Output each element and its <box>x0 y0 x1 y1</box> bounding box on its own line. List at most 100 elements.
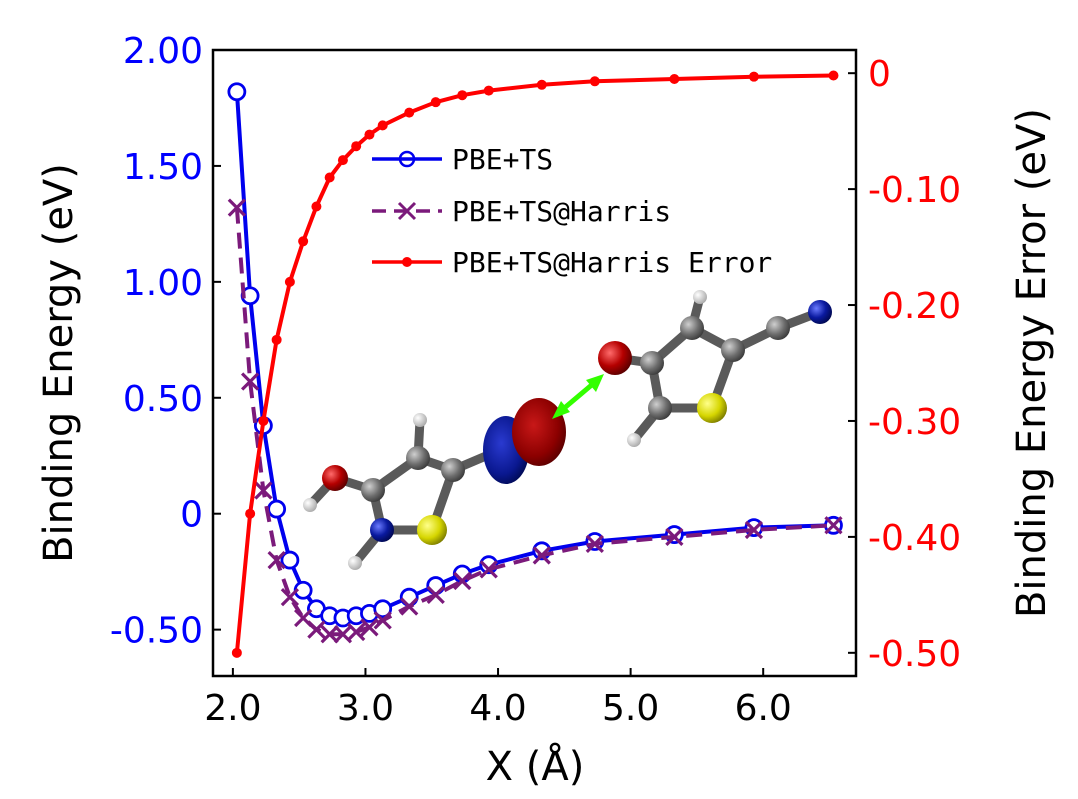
atom-nitrogen <box>370 518 394 542</box>
error-point <box>351 141 362 152</box>
axes-layer: 2.0 3.0 4.0 5.0 6.0 2.00 1.50 1.00 0.50 0 -0.50 0 -0… <box>110 31 961 729</box>
pbe-ts-point <box>227 82 247 102</box>
harris-point <box>453 571 472 591</box>
series-layer <box>227 70 843 658</box>
atom-nitrogen <box>808 300 832 324</box>
harris-point <box>307 620 326 639</box>
error-point <box>669 73 680 84</box>
left-axis-title: Binding Energy (eV) <box>36 163 82 563</box>
atom-carbon <box>361 478 385 502</box>
harris-point <box>320 625 339 644</box>
legend: PBE+TS PBE+TS@Harris PBE+TS@Harris Error <box>372 143 772 279</box>
harris-point <box>373 611 392 630</box>
pbe-ts-point <box>744 518 764 538</box>
harris-point <box>254 481 273 500</box>
molecule-illustration <box>303 290 832 570</box>
error-point <box>536 79 547 90</box>
harris-point <box>479 560 498 579</box>
legend-entry-error: PBE+TS@Harris Error <box>372 246 772 279</box>
atom-carbon <box>640 351 664 375</box>
x-tick-label: 3.0 <box>337 688 394 729</box>
error-point <box>284 276 295 287</box>
error-point <box>483 85 494 96</box>
right-tick-label: -0.50 <box>868 634 961 675</box>
atom-hydrogen <box>627 433 641 447</box>
left-tick-label: -0.50 <box>110 611 203 652</box>
error-point <box>404 107 415 118</box>
legend-label-error: PBE+TS@Harris Error <box>452 246 772 279</box>
orbital-red-lobe <box>512 398 566 466</box>
error-point <box>589 76 600 87</box>
error-point <box>364 129 375 140</box>
atom-hydrogen <box>303 498 317 512</box>
left-tick-label: 0 <box>180 495 203 536</box>
error-point <box>748 71 759 82</box>
atom-carbon <box>406 446 430 470</box>
plot-frame <box>211 48 858 678</box>
harris-point <box>532 546 551 565</box>
right-tick-label: -0.40 <box>868 518 961 559</box>
right-tick-label: -0.20 <box>868 286 961 327</box>
right-axis-title: Binding Energy Error (eV) <box>1009 108 1055 618</box>
harris-point <box>280 588 300 607</box>
harris-point <box>360 618 379 637</box>
right-tick-label: 0 <box>868 54 891 95</box>
error-point <box>430 97 441 108</box>
harris-point <box>240 372 260 391</box>
legend-entry-pbe-ts: PBE+TS <box>372 143 553 176</box>
right-tick-label: -0.10 <box>868 170 961 211</box>
error-point <box>457 90 468 101</box>
right-tick-label: -0.30 <box>868 402 961 443</box>
pbe-ts-point <box>373 599 393 619</box>
atom-oxygen <box>322 465 348 491</box>
atom-oxygen <box>598 341 632 375</box>
left-tick-label: 1.00 <box>123 263 203 304</box>
x-axis-title: X (Å) <box>486 742 585 790</box>
left-tick-label: 1.50 <box>123 147 203 188</box>
interaction-arrow <box>552 374 604 419</box>
series-line-1 <box>234 207 834 637</box>
error-point <box>337 155 348 166</box>
error-point <box>271 334 282 345</box>
pbe-ts-point <box>267 499 287 519</box>
atom-carbon <box>648 396 672 420</box>
x-tick-label: 2.0 <box>204 688 261 729</box>
error-point <box>324 172 335 183</box>
x-tick-label: 5.0 <box>602 688 659 729</box>
atom-sulfur <box>417 515 447 545</box>
legend-entry-harris: PBE+TS@Harris <box>372 195 671 228</box>
pbe-ts-point <box>280 550 300 570</box>
left-tick-label: 0.50 <box>123 379 203 420</box>
atom-sulfur <box>697 393 727 423</box>
harris-point <box>585 534 604 553</box>
atom-hydrogen <box>348 556 362 570</box>
harris-point <box>426 585 445 604</box>
atom-hydrogen <box>413 413 427 427</box>
harris-point <box>267 550 286 570</box>
harris-point <box>824 516 843 535</box>
error-point <box>231 647 242 658</box>
legend-label-harris: PBE+TS@Harris <box>452 195 671 228</box>
harris-point <box>744 520 764 540</box>
error-point <box>311 201 322 212</box>
harris-point <box>665 527 684 547</box>
error-point <box>828 70 839 81</box>
pbe-ts-point <box>664 525 684 544</box>
left-tick-label: 2.00 <box>123 31 203 72</box>
error-point <box>258 415 269 426</box>
legend-label-pbe-ts: PBE+TS <box>452 143 553 176</box>
harris-point <box>227 198 246 217</box>
error-point <box>245 508 256 519</box>
atom-carbon <box>680 316 704 340</box>
x-tick-label: 4.0 <box>469 688 526 729</box>
atom-carbon <box>441 458 465 482</box>
atom-hydrogen <box>693 290 707 304</box>
atom-carbon <box>766 316 790 340</box>
atom-carbon <box>721 338 745 362</box>
x-tick-label: 6.0 <box>735 688 792 729</box>
harris-point <box>400 597 419 616</box>
error-point <box>298 236 309 247</box>
error-point <box>377 120 388 131</box>
harris-point <box>347 622 366 642</box>
